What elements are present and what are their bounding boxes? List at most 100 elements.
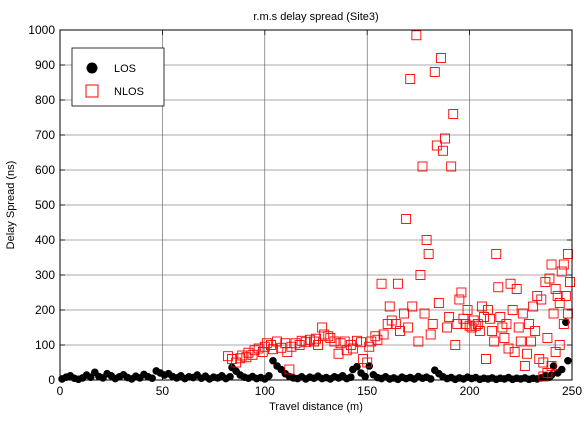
nlos-point bbox=[259, 341, 270, 352]
nlos-point bbox=[476, 301, 487, 312]
nlos-point bbox=[405, 74, 416, 84]
nlos-point bbox=[444, 312, 455, 322]
nlos-point bbox=[493, 282, 504, 293]
nlos-point bbox=[546, 259, 557, 270]
nlos-point bbox=[413, 336, 424, 347]
nlos-point bbox=[462, 305, 473, 315]
nlos-point bbox=[407, 301, 418, 312]
nlos-point bbox=[403, 322, 414, 333]
nlos-point bbox=[521, 348, 532, 359]
y-tick-label: 700 bbox=[35, 128, 55, 142]
x-axis-title: Travel distance (m) bbox=[269, 401, 363, 413]
nlos-point bbox=[423, 249, 434, 259]
nlos-point bbox=[530, 326, 541, 336]
nlos-point bbox=[452, 319, 463, 329]
y-tick-labels: 0 100 200 300 400 500 600 700 800 900 1000 bbox=[28, 23, 55, 387]
nlos-point bbox=[489, 336, 500, 347]
nlos-point bbox=[425, 329, 436, 340]
nlos-point bbox=[528, 301, 539, 312]
x-tick-label: 150 bbox=[357, 384, 377, 398]
los-point bbox=[426, 375, 435, 383]
y-axis-title: Delay Spread (ns) bbox=[5, 161, 17, 250]
series-nlos bbox=[222, 30, 575, 382]
nlos-point bbox=[284, 364, 295, 375]
nlos-point bbox=[384, 301, 395, 312]
nlos-point bbox=[552, 291, 563, 301]
legend-marker-nlos bbox=[85, 84, 99, 98]
y-tick-label: 0 bbox=[48, 373, 55, 387]
nlos-point bbox=[433, 298, 444, 308]
nlos-point bbox=[487, 326, 498, 336]
x-tick-label: 100 bbox=[255, 384, 275, 398]
nlos-point bbox=[399, 308, 410, 319]
nlos-point bbox=[323, 331, 334, 342]
los-point bbox=[269, 356, 277, 365]
nlos-point bbox=[431, 140, 442, 151]
y-tick-label: 400 bbox=[35, 233, 55, 247]
x-tick-label: 50 bbox=[156, 384, 170, 398]
legend-marker-los bbox=[86, 62, 98, 74]
nlos-point bbox=[517, 308, 528, 319]
nlos-point bbox=[548, 308, 559, 319]
y-tick-label: 1000 bbox=[28, 23, 55, 37]
nlos-point bbox=[495, 312, 506, 322]
nlos-point bbox=[401, 214, 412, 224]
legend: LOS NLOS bbox=[71, 47, 165, 107]
nlos-point bbox=[505, 278, 516, 289]
x-tick-label: 0 bbox=[57, 384, 64, 398]
los-point bbox=[365, 362, 374, 370]
x-tick-label: 200 bbox=[460, 384, 480, 398]
nlos-point bbox=[538, 371, 549, 382]
legend-label-nlos: NLOS bbox=[114, 86, 144, 98]
grid-lines bbox=[60, 30, 572, 380]
los-point bbox=[549, 362, 558, 370]
nlos-point bbox=[558, 319, 569, 329]
nlos-point bbox=[536, 294, 547, 305]
nlos-point bbox=[513, 322, 524, 333]
los-point bbox=[361, 372, 369, 381]
nlos-point bbox=[560, 291, 571, 301]
nlos-point bbox=[491, 249, 502, 259]
nlos-point bbox=[538, 357, 549, 368]
nlos-point bbox=[395, 326, 405, 336]
nlos-point bbox=[556, 266, 567, 277]
chart-title: r.m.s delay spread (Site3) bbox=[253, 11, 378, 23]
nlos-point bbox=[542, 333, 553, 343]
los-point bbox=[265, 372, 273, 380]
nlos-point bbox=[507, 305, 518, 315]
y-tick-label: 600 bbox=[35, 163, 55, 177]
nlos-point bbox=[501, 319, 512, 329]
axis-ticks bbox=[59, 29, 573, 381]
nlos-point bbox=[550, 347, 561, 357]
nlos-point bbox=[515, 336, 526, 347]
los-point bbox=[557, 365, 566, 374]
nlos-point bbox=[456, 287, 467, 298]
nlos-point bbox=[544, 273, 555, 284]
nlos-point bbox=[411, 30, 422, 41]
x-tick-labels: 0 50 100 150 200 250 bbox=[57, 384, 583, 398]
y-tick-label: 800 bbox=[35, 93, 55, 107]
nlos-point bbox=[421, 235, 432, 245]
nlos-point bbox=[550, 284, 561, 294]
nlos-point bbox=[313, 340, 323, 350]
nlos-point bbox=[372, 334, 383, 345]
legend-label-los: LOS bbox=[114, 63, 136, 75]
nlos-point bbox=[446, 161, 457, 172]
nlos-point bbox=[526, 336, 536, 347]
y-tick-label: 500 bbox=[35, 198, 55, 212]
nlos-point bbox=[481, 354, 491, 364]
nlos-point bbox=[503, 343, 514, 354]
nlos-point bbox=[558, 259, 569, 270]
nlos-point bbox=[472, 319, 483, 329]
y-tick-label: 200 bbox=[35, 303, 55, 317]
nlos-point bbox=[333, 348, 344, 359]
nlos-point bbox=[419, 308, 430, 319]
nlos-point bbox=[509, 347, 520, 357]
nlos-point bbox=[442, 322, 453, 333]
nlos-point bbox=[440, 133, 450, 144]
y-tick-label: 100 bbox=[35, 338, 55, 352]
nlos-point bbox=[370, 331, 381, 342]
los-point bbox=[564, 356, 572, 365]
